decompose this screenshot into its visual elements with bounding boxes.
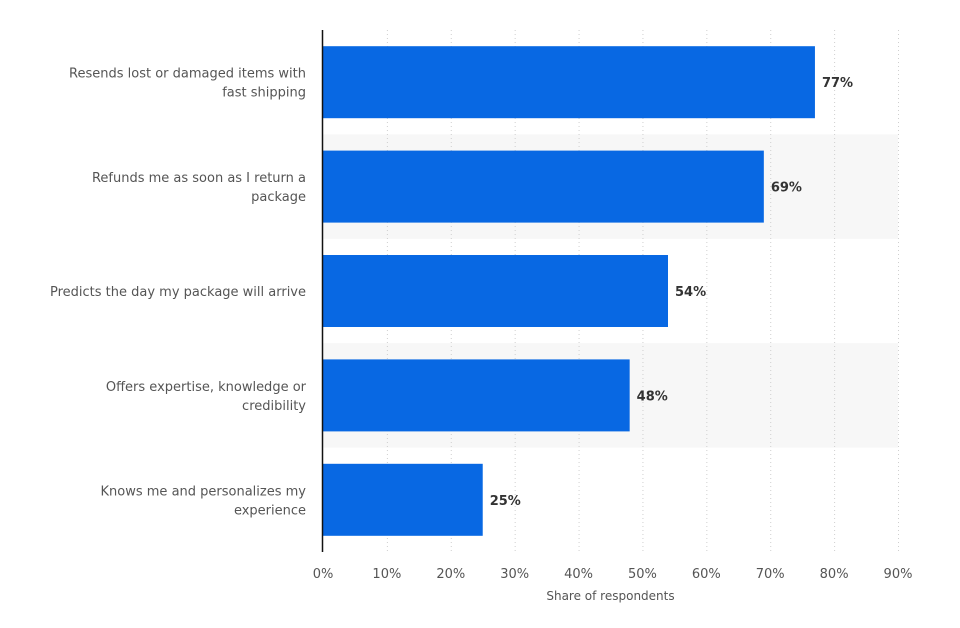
bar: [323, 150, 764, 223]
value-labels: 77% 69% 54% 48% 25%: [490, 76, 853, 509]
category-label-line: Predicts the day my package will arrive: [50, 285, 306, 300]
x-axis-title: Share of respondents: [546, 589, 674, 603]
category-label: Predicts the day my package will arrive: [50, 285, 306, 300]
x-tick-label: 70%: [756, 567, 785, 582]
category-label-line: Offers expertise, knowledge or: [106, 380, 307, 395]
category-label-line: Refunds me as soon as I return a: [92, 171, 306, 186]
x-tick-label: 40%: [564, 567, 593, 582]
bars: [323, 46, 815, 536]
category-labels: Resends lost or damaged items with fast s…: [50, 67, 307, 519]
category-label-line: experience: [234, 503, 306, 518]
category-label-line: Knows me and personalizes my: [101, 484, 307, 499]
data-label: 54%: [675, 285, 706, 300]
x-tick-label: 60%: [692, 567, 721, 582]
category-label: Resends lost or damaged items with fast s…: [69, 67, 306, 101]
category-label: Knows me and personalizes my experience: [101, 484, 307, 518]
data-label: 77%: [822, 76, 853, 91]
bar: [323, 255, 668, 327]
data-label: 69%: [771, 181, 802, 196]
x-tick-labels: 0% 10% 20% 30% 40% 50% 60% 70% 80% 90%: [313, 567, 913, 582]
x-tick-label: 30%: [500, 567, 529, 582]
category-label-line: package: [251, 190, 306, 205]
data-label: 48%: [637, 389, 668, 404]
category-label: Offers expertise, knowledge or credibilit…: [106, 380, 307, 414]
x-tick-label: 50%: [628, 567, 657, 582]
category-label: Refunds me as soon as I return a package: [92, 171, 306, 205]
category-label-line: credibility: [242, 399, 306, 414]
x-tick-label: 20%: [436, 567, 465, 582]
category-label-line: fast shipping: [222, 86, 306, 101]
data-label: 25%: [490, 494, 521, 509]
x-tick-label: 90%: [884, 567, 913, 582]
x-tick-label: 80%: [820, 567, 849, 582]
bar: [323, 359, 630, 432]
x-tick-label: 0%: [313, 567, 334, 582]
bar: [323, 463, 483, 536]
x-tick-label: 10%: [372, 567, 401, 582]
category-label-line: Resends lost or damaged items with: [69, 67, 306, 82]
bar: [323, 46, 815, 119]
